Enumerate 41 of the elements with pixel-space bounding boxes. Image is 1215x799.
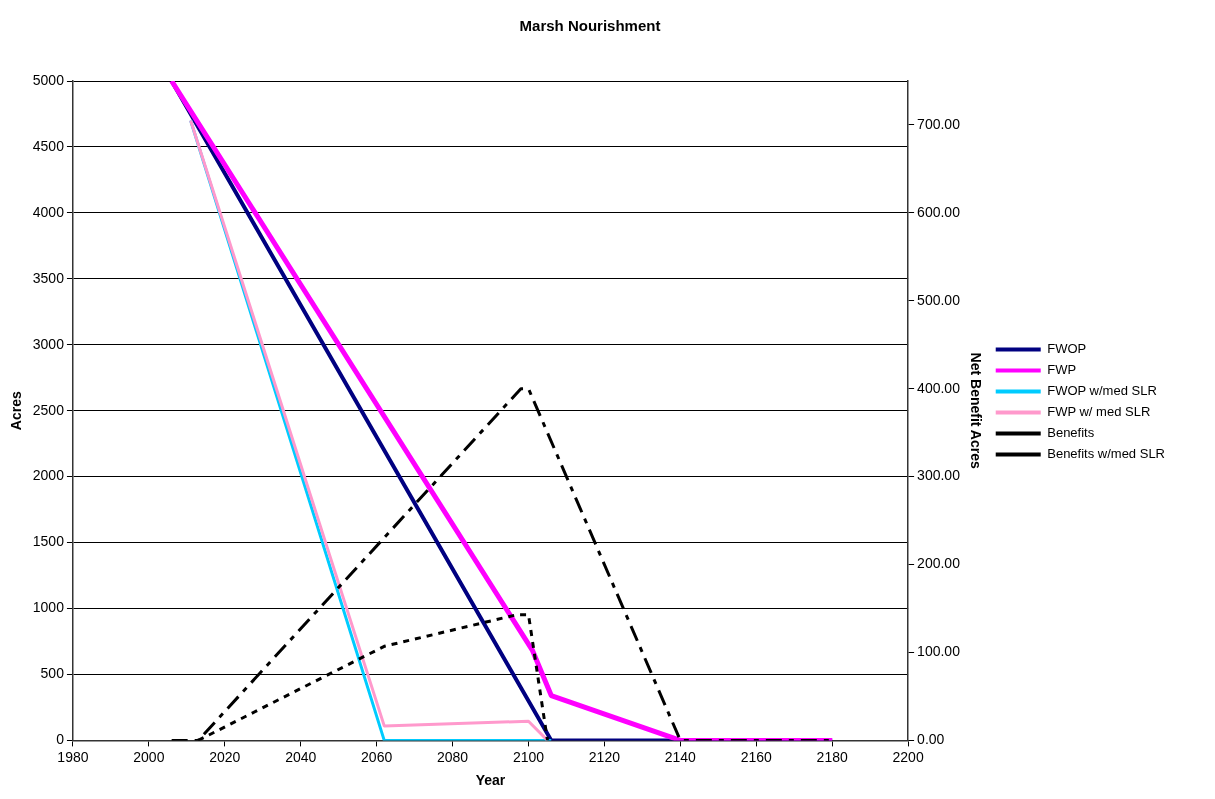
x-tick-label: 2040 bbox=[285, 748, 317, 765]
x-tick-label: 2020 bbox=[209, 748, 241, 765]
y2-tick-label: 200.00 bbox=[917, 555, 961, 572]
y-tick-label: 2000 bbox=[32, 467, 65, 484]
x-tick-label: 2200 bbox=[892, 748, 924, 765]
y-tick-label: 5000 bbox=[32, 71, 65, 88]
y2-tick-label: 300.00 bbox=[917, 467, 961, 484]
y2-tick-label: 700.00 bbox=[917, 115, 961, 132]
y-tick-label: 3000 bbox=[32, 335, 65, 352]
legend-label: Benefits bbox=[1047, 425, 1095, 441]
y2-tick-label: 0.00 bbox=[917, 731, 945, 748]
x-axis-title: Year bbox=[475, 772, 506, 789]
x-tick-label: 2160 bbox=[740, 748, 773, 765]
chart-title: Marsh Nourishment bbox=[519, 17, 661, 35]
x-tick-label: 2000 bbox=[133, 748, 165, 765]
y2-tick-label: 100.00 bbox=[917, 643, 961, 660]
y2-tick-label: 500.00 bbox=[917, 291, 961, 308]
legend-label: FWP bbox=[1047, 362, 1077, 378]
y-tick-label: 2500 bbox=[32, 401, 65, 418]
x-tick-label: 2080 bbox=[436, 748, 469, 765]
legend-label: FWP w/ med SLR bbox=[1047, 404, 1151, 420]
x-tick-label: 2180 bbox=[816, 748, 848, 765]
legend-label: FWOP w/med SLR bbox=[1047, 383, 1157, 399]
legend-label: Benefits w/med SLR bbox=[1047, 446, 1166, 462]
y-axis-title: Acres bbox=[8, 391, 25, 431]
y-tick-label: 3500 bbox=[32, 269, 65, 286]
y-tick-label: 4000 bbox=[32, 203, 65, 220]
x-tick-label: 2100 bbox=[512, 748, 545, 765]
y-tick-label: 4500 bbox=[32, 137, 65, 154]
y2-axis-title: Net Benefit Acres bbox=[968, 352, 985, 469]
y-tick-label: 0 bbox=[56, 731, 65, 748]
y-tick-label: 500 bbox=[40, 665, 65, 682]
x-tick-label: 2120 bbox=[588, 748, 621, 765]
x-tick-label: 1980 bbox=[57, 748, 89, 765]
y-tick-label: 1000 bbox=[32, 599, 65, 616]
x-tick-label: 2140 bbox=[664, 748, 697, 765]
legend-label: FWOP bbox=[1047, 341, 1087, 357]
y2-tick-label: 600.00 bbox=[917, 203, 961, 220]
y2-tick-label: 400.00 bbox=[917, 379, 961, 396]
y-tick-label: 1500 bbox=[32, 533, 65, 550]
x-tick-label: 2060 bbox=[361, 748, 393, 765]
